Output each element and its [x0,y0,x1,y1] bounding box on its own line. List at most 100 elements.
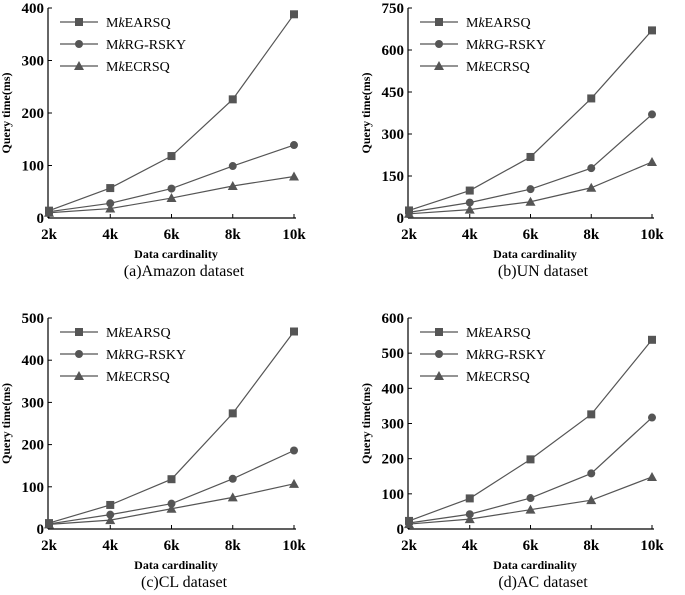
series-mkrg-rsky [45,446,298,528]
data-point [289,478,299,488]
data-point [587,410,596,419]
data-point [44,519,54,529]
data-point [166,503,177,513]
data-point [228,409,237,418]
panel-caption: (b)UN dataset [498,263,589,280]
series-mkecrsq [404,471,657,529]
data-point [106,500,115,509]
data-point [166,193,177,203]
data-point [289,171,299,181]
x-tick-label: 10k [640,227,664,243]
y-tick-label: 450 [382,85,405,101]
panel-caption: (d)AC dataset [498,574,588,591]
data-point [465,198,474,207]
data-point [586,495,597,505]
legend-marker [435,18,443,26]
legend: MkEARSQ MkRG-RSKY MkECRSQ [420,16,546,75]
x-axis-title: Data cardinality [493,558,577,572]
y-axis-title: Query time(ms) [0,383,13,464]
data-point [587,164,596,173]
x-axis-title: Data cardinality [134,247,218,261]
y-tick-label: 600 [382,43,405,59]
data-point [465,494,474,503]
legend: MkEARSQ MkRG-RSKY MkECRSQ [60,16,186,75]
chart-panel-1: 0 100 200 300 400 2k 4k 6k 8k 10k Data cardinality… [0,1,306,280]
y-tick-label: 0 [397,211,405,227]
data-point [106,199,115,208]
data-point [290,10,298,19]
data-point [167,184,176,193]
y-axis-title: Query time(ms) [359,383,373,464]
legend-marker [75,328,83,336]
series-line [48,449,295,525]
data-point [525,504,536,514]
x-tick-label: 2k [41,227,58,243]
data-point [167,475,176,484]
data-point [464,514,475,524]
y-axis-title: Query time(ms) [359,73,373,154]
series-mkrg-rsky [405,413,656,528]
legend-label: MkEARSQ [466,16,531,31]
data-point [106,184,115,193]
y-tick-label: 500 [382,346,405,362]
data-point [227,492,238,502]
data-point [227,180,238,190]
x-tick-label: 10k [640,538,664,554]
data-point [586,182,597,192]
x-tick-label: 6k [164,538,181,554]
data-point [105,515,116,525]
data-point [526,185,535,194]
x-tick-label: 4k [102,227,119,243]
x-tick-label: 4k [462,227,479,243]
chart-panel-2: 0 150 300 450 600 750 2k 4k 6k 8k 10k Data cardinal… [359,1,664,280]
legend-label: MkEARSQ [466,326,531,341]
legend-label: MkRG-RSKY [466,348,546,363]
x-axis-title: Data cardinality [134,558,218,572]
y-tick-label: 300 [22,395,45,411]
data-point [526,494,535,503]
legend: MkEARSQ MkRG-RSKY MkECRSQ [420,326,546,385]
legend-label: MkECRSQ [466,60,530,75]
legend-label: MkRG-RSKY [106,38,186,53]
legend-marker [75,40,83,48]
series-line [408,339,653,522]
legend-label: MkRG-RSKY [466,38,546,53]
y-tick-label: 100 [382,487,405,503]
x-tick-label: 10k [282,538,306,554]
legend-marker [74,61,84,70]
x-tick-label: 4k [102,538,119,554]
x-tick-label: 6k [523,227,540,243]
legend-marker [435,350,443,358]
series-mkecrsq [44,171,299,217]
y-tick-label: 400 [22,353,45,369]
series-mkecrsq [404,157,657,218]
y-tick-label: 300 [22,54,45,70]
data-point [587,469,596,478]
legend-label: MkEARSQ [106,16,171,31]
data-point [404,208,414,218]
y-tick-label: 400 [22,1,45,17]
data-point [464,204,475,214]
series-mkecrsq [44,478,299,529]
y-tick-label: 400 [382,381,405,397]
legend-label: MkECRSQ [106,370,170,385]
x-tick-label: 8k [225,227,242,243]
y-tick-label: 0 [37,211,45,227]
y-tick-label: 200 [22,106,45,122]
y-tick-label: 300 [382,417,405,433]
data-point [167,152,176,161]
legend-marker [434,371,444,380]
data-point [526,152,535,161]
x-tick-label: 2k [401,538,418,554]
data-point [228,162,237,171]
x-tick-label: 6k [523,538,540,554]
x-tick-label: 10k [282,227,306,243]
legend-marker [434,61,444,70]
data-point [647,157,657,166]
data-point [648,26,656,35]
data-point [290,446,298,455]
series-mkrg-rsky [45,141,298,216]
legend-label: MkECRSQ [466,370,530,385]
y-tick-label: 300 [382,127,405,143]
